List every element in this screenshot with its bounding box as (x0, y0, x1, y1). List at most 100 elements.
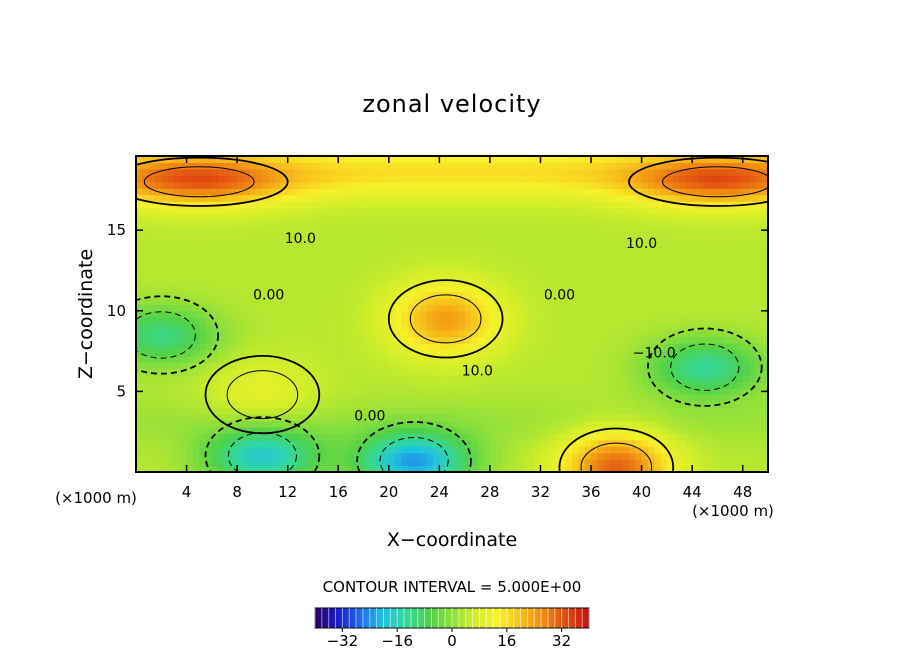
field-cell (426, 413, 434, 422)
field-cell (534, 388, 542, 396)
field-cell (452, 291, 459, 299)
field-cell (559, 207, 567, 215)
field-cell (382, 168, 390, 176)
field-cell (186, 278, 194, 286)
field-cell (211, 304, 219, 312)
field-cell (243, 388, 251, 396)
field-cell (154, 368, 162, 376)
field-cell (433, 368, 440, 376)
field-cell (414, 401, 421, 409)
field-cell (673, 284, 681, 293)
field-cell (711, 297, 719, 305)
field-cell (237, 452, 245, 460)
field-cell (218, 188, 226, 196)
field-cell (414, 381, 421, 389)
field-cell (350, 207, 358, 215)
field-cell (369, 317, 377, 325)
field-cell (243, 284, 251, 293)
field-cell (496, 278, 504, 286)
field-cell (401, 349, 409, 357)
field-cell (628, 413, 636, 422)
field-cell (698, 194, 706, 202)
field-cell (224, 233, 232, 241)
field-cell (357, 394, 365, 402)
field-cell (420, 259, 428, 267)
field-cell (439, 278, 447, 286)
field-cell (388, 259, 396, 267)
field-cell (717, 349, 725, 357)
x-tick-label: 12 (278, 483, 297, 501)
field-cell (243, 278, 251, 286)
field-cell (230, 388, 238, 396)
field-cell (692, 297, 700, 305)
field-cell (717, 330, 725, 338)
field-cell (483, 336, 491, 344)
field-cell (666, 401, 674, 409)
field-cell (698, 330, 706, 338)
x-tick-label: 20 (379, 483, 398, 501)
field-cell (312, 272, 320, 280)
field-cell (376, 381, 384, 389)
field-cell (281, 201, 289, 209)
field-cell (439, 368, 447, 376)
field-cell (148, 317, 156, 325)
field-cell (553, 297, 561, 305)
field-cell (199, 388, 207, 396)
field-cell (294, 330, 301, 338)
field-cell (755, 407, 763, 415)
field-cell (717, 375, 725, 383)
field-cell (565, 381, 573, 389)
field-cell (641, 407, 649, 415)
field-cell (173, 394, 181, 402)
field-cell (161, 420, 169, 428)
field-cell (616, 175, 624, 183)
field-cell (199, 375, 207, 383)
field-cell (622, 388, 630, 396)
field-cell (723, 156, 731, 164)
field-cell (742, 388, 750, 396)
field-cell (218, 407, 226, 415)
field-cell (268, 401, 276, 409)
field-cell (211, 246, 219, 254)
field-cell (496, 214, 504, 222)
field-cell (388, 278, 396, 286)
field-cell (603, 272, 611, 280)
field-cell (616, 272, 624, 280)
field-cell (243, 323, 251, 331)
field-cell (445, 272, 453, 280)
field-cell (306, 401, 314, 409)
field-cell (414, 233, 421, 241)
field-cell (730, 401, 737, 409)
field-cell (635, 181, 643, 189)
field-cell (369, 233, 377, 241)
field-cell (610, 304, 617, 312)
field-cell (559, 304, 567, 312)
field-cell (597, 272, 605, 280)
field-cell (470, 446, 478, 454)
field-cell (249, 375, 257, 383)
field-cell (136, 188, 143, 196)
field-cell (673, 233, 681, 241)
field-cell (572, 291, 579, 299)
field-cell (395, 375, 403, 383)
field-cell (205, 355, 213, 363)
field-cell (395, 317, 403, 325)
field-cell (338, 175, 346, 183)
field-cell (496, 297, 504, 305)
field-cell (426, 407, 434, 415)
field-cell (281, 214, 289, 222)
field-cell (376, 355, 384, 363)
field-cell (401, 459, 409, 467)
field-cell (256, 407, 263, 415)
field-cell (363, 284, 371, 293)
field-cell (502, 446, 510, 454)
field-cell (445, 452, 453, 460)
field-cell (401, 297, 409, 305)
field-cell (628, 284, 636, 293)
field-cell (142, 291, 150, 299)
field-cell (483, 362, 491, 370)
field-cell (281, 394, 289, 402)
field-cell (167, 252, 175, 260)
field-cell (515, 381, 523, 389)
field-cell (483, 239, 491, 247)
